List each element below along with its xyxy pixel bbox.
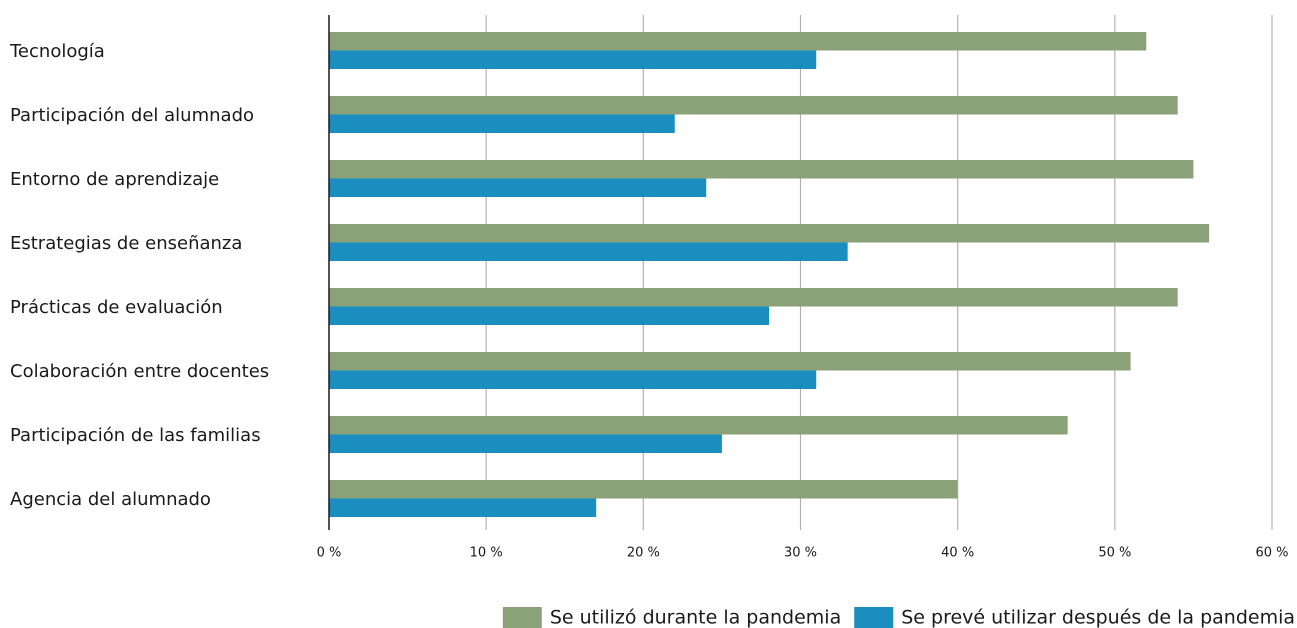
bar: [329, 416, 1068, 435]
legend-label: Se prevé utilizar después de la pandemia: [901, 607, 1295, 628]
bar: [329, 96, 1178, 115]
bar: [329, 224, 1210, 243]
bar: [329, 114, 675, 133]
legend-label: Se utilizó durante la pandemia: [550, 607, 841, 628]
category-label: Estrategias de enseñanza: [10, 233, 242, 254]
bar: [329, 242, 848, 261]
bar: [329, 32, 1147, 51]
x-tick-label: 50 %: [1098, 546, 1131, 561]
category-label: Prácticas de evaluación: [10, 297, 223, 318]
category-label: Colaboración entre docentes: [10, 361, 269, 382]
x-tick-label: 20 %: [627, 546, 660, 561]
category-label: Participación del alumnado: [10, 105, 254, 126]
bar: [329, 160, 1194, 179]
bar: [329, 370, 817, 389]
category-label: Participación de las familias: [10, 425, 261, 446]
bar: [329, 434, 722, 453]
x-tick-label: 0 %: [317, 546, 342, 561]
category-label: Entorno de aprendizaje: [10, 169, 219, 190]
bar: [329, 480, 958, 499]
bar: [329, 352, 1131, 371]
category-label: Agencia del alumnado: [10, 489, 211, 510]
x-tick-label: 30 %: [784, 546, 817, 561]
bar: [329, 306, 770, 325]
x-tick-label: 60 %: [1255, 546, 1288, 561]
bar: [329, 498, 597, 517]
x-tick-label: 40 %: [941, 546, 974, 561]
bar: [329, 178, 707, 197]
legend-swatch: [854, 607, 894, 628]
category-label: Tecnología: [9, 41, 105, 62]
bar: [329, 288, 1178, 307]
legend-swatch: [502, 607, 542, 628]
bar: [329, 50, 817, 69]
x-tick-label: 10 %: [470, 546, 503, 561]
